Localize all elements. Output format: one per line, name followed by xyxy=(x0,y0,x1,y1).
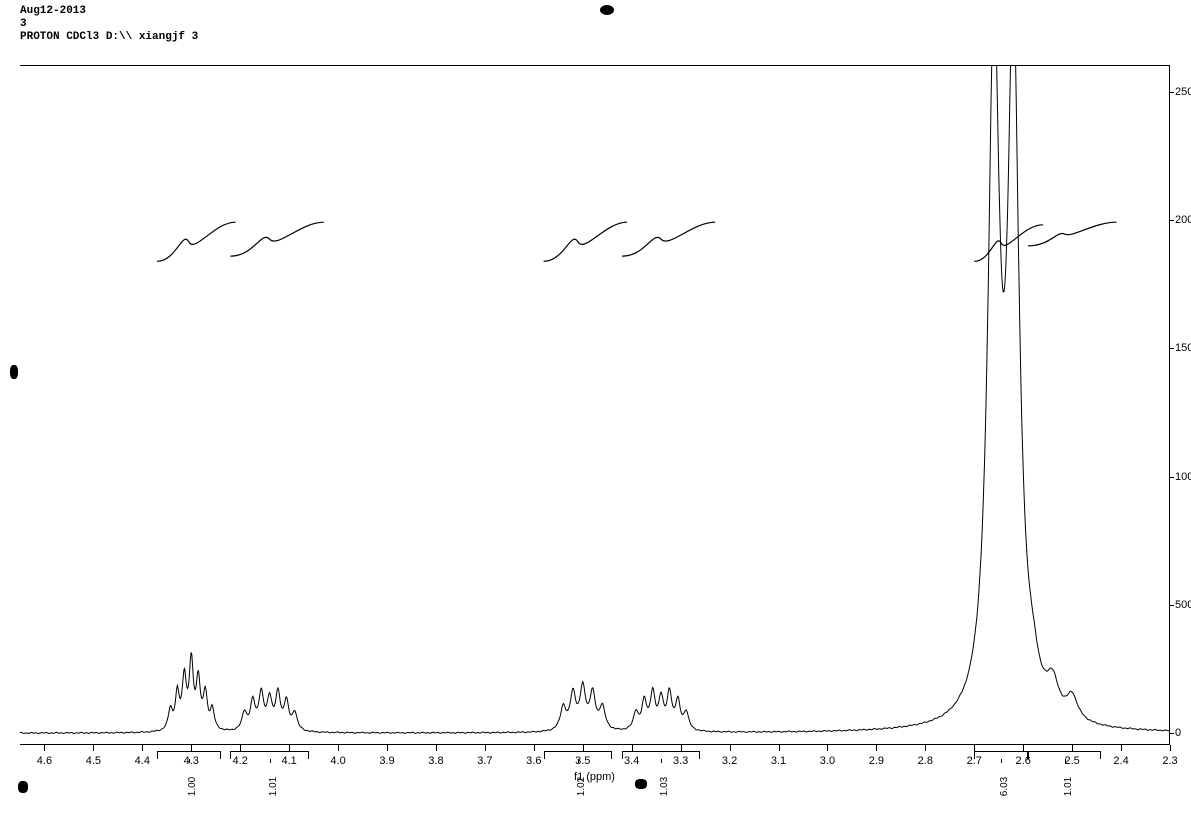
integral-value-label: 1.01 xyxy=(268,777,279,796)
integral-bracket xyxy=(230,751,308,759)
x-tick xyxy=(730,745,731,751)
x-tick xyxy=(93,745,94,751)
integral-value-label: 1.00 xyxy=(187,777,198,796)
x-tick-label: 2.4 xyxy=(1113,755,1128,767)
y-tick xyxy=(1169,477,1174,478)
integral-bracket xyxy=(1028,751,1101,759)
x-tick xyxy=(1072,745,1073,751)
integral-bracket-tick xyxy=(1065,759,1066,763)
integral-value-label: 1.02 xyxy=(576,777,587,796)
x-tick xyxy=(827,745,828,751)
bottom-marker-dot xyxy=(18,781,28,793)
x-tick-label: 2.9 xyxy=(869,755,884,767)
x-tick xyxy=(534,745,535,751)
x-tick xyxy=(191,745,192,751)
x-tick xyxy=(1023,745,1024,751)
x-tick xyxy=(974,745,975,751)
x-tick xyxy=(583,745,584,751)
x-tick xyxy=(142,745,143,751)
y-tick-label: 10000 xyxy=(1175,471,1191,483)
x-tick-label: 2.8 xyxy=(918,755,933,767)
integral-value-label: 1.03 xyxy=(659,777,670,796)
integral-value-label: 1.01 xyxy=(1063,777,1074,796)
x-tick xyxy=(876,745,877,751)
x-tick xyxy=(338,745,339,751)
integral-bracket xyxy=(622,751,700,759)
x-tick xyxy=(387,745,388,751)
integral-bracket xyxy=(544,751,613,759)
x-tick xyxy=(925,745,926,751)
y-tick-label: 25000 xyxy=(1175,86,1191,98)
header-line1: Aug12-2013 xyxy=(20,5,86,17)
x-tick xyxy=(632,745,633,751)
nmr-plot-area: f1 (ppm) 05000100001500020000250004.64.5… xyxy=(20,65,1170,745)
top-marker-dot xyxy=(600,5,614,15)
integral-value-label: 6.03 xyxy=(999,777,1010,796)
x-tick-label: 4.0 xyxy=(330,755,345,767)
x-tick xyxy=(1121,745,1122,751)
side-marker-dot xyxy=(10,365,18,379)
spectrum-trace xyxy=(20,66,1170,746)
x-tick-label: 3.6 xyxy=(526,755,541,767)
x-tick xyxy=(485,745,486,751)
integral-bracket-tick xyxy=(189,759,190,763)
header-line3: PROTON CDCl3 D:\\ xiangjf 3 xyxy=(20,31,198,43)
integral-bracket xyxy=(157,751,221,759)
x-tick xyxy=(289,745,290,751)
integral-bracket-tick xyxy=(661,759,662,763)
x-tick-label: 4.4 xyxy=(135,755,150,767)
x-tick-label: 3.2 xyxy=(722,755,737,767)
bottom-marker-dot-2 xyxy=(635,779,647,789)
x-tick-label: 4.5 xyxy=(86,755,101,767)
x-tick xyxy=(44,745,45,751)
x-tick xyxy=(779,745,780,751)
y-tick xyxy=(1169,733,1174,734)
x-tick-label: 3.1 xyxy=(771,755,786,767)
x-tick xyxy=(436,745,437,751)
y-tick-label: 20000 xyxy=(1175,214,1191,226)
y-tick xyxy=(1169,220,1174,221)
x-tick-label: 2.3 xyxy=(1162,755,1177,767)
y-tick xyxy=(1169,605,1174,606)
x-tick xyxy=(1170,745,1171,751)
y-tick xyxy=(1169,92,1174,93)
header-line2: 3 xyxy=(20,18,27,30)
x-tick xyxy=(240,745,241,751)
y-tick-label: 15000 xyxy=(1175,342,1191,354)
integral-bracket-tick xyxy=(270,759,271,763)
integral-bracket-tick xyxy=(1001,759,1002,763)
x-tick-label: 3.8 xyxy=(428,755,443,767)
x-axis-line xyxy=(20,744,1169,745)
x-tick-label: 3.9 xyxy=(379,755,394,767)
x-tick xyxy=(681,745,682,751)
integral-bracket xyxy=(974,751,1028,759)
x-tick-label: 4.6 xyxy=(37,755,52,767)
x-tick-label: 3.7 xyxy=(477,755,492,767)
y-tick xyxy=(1169,348,1174,349)
integral-bracket-tick xyxy=(578,759,579,763)
y-tick-label: 5000 xyxy=(1175,599,1191,611)
x-tick-label: 3.0 xyxy=(820,755,835,767)
y-tick-label: 0 xyxy=(1175,727,1191,739)
